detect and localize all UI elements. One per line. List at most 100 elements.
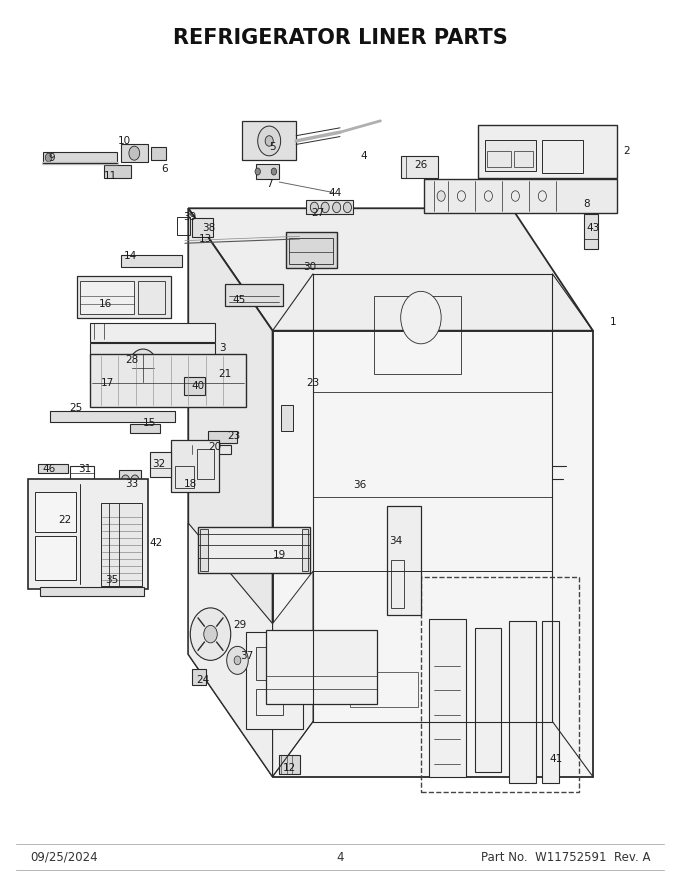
Text: 23: 23 xyxy=(227,430,240,441)
Polygon shape xyxy=(286,232,337,268)
Polygon shape xyxy=(171,440,218,493)
Circle shape xyxy=(129,146,139,160)
Bar xyxy=(301,529,308,571)
Bar xyxy=(485,140,536,171)
Bar xyxy=(177,217,190,234)
Bar xyxy=(44,152,118,163)
Bar xyxy=(80,281,134,314)
Text: 18: 18 xyxy=(184,479,197,488)
Polygon shape xyxy=(199,527,309,573)
Text: 2: 2 xyxy=(624,146,630,157)
Bar xyxy=(421,577,579,791)
Text: 28: 28 xyxy=(126,355,139,364)
Circle shape xyxy=(190,608,231,660)
Text: 38: 38 xyxy=(202,223,215,232)
Bar xyxy=(281,405,293,431)
Circle shape xyxy=(321,202,329,213)
Polygon shape xyxy=(242,121,296,160)
Bar xyxy=(509,621,536,783)
Bar xyxy=(121,255,182,267)
Text: 46: 46 xyxy=(42,464,55,473)
Bar xyxy=(256,689,283,715)
Text: 09/25/2024: 09/25/2024 xyxy=(30,851,97,863)
Circle shape xyxy=(271,168,277,175)
Text: 33: 33 xyxy=(126,479,139,488)
Polygon shape xyxy=(104,165,131,178)
Text: 25: 25 xyxy=(69,403,82,413)
Text: 34: 34 xyxy=(390,536,403,546)
Text: 32: 32 xyxy=(152,458,166,469)
Text: 7: 7 xyxy=(266,179,273,189)
Circle shape xyxy=(343,202,352,213)
Text: 44: 44 xyxy=(328,188,342,198)
Text: 31: 31 xyxy=(78,464,92,473)
Bar xyxy=(290,238,333,264)
Bar xyxy=(192,669,207,685)
Text: 12: 12 xyxy=(283,763,296,773)
Polygon shape xyxy=(306,200,354,215)
Text: 6: 6 xyxy=(161,164,168,174)
Text: 21: 21 xyxy=(219,370,232,379)
Circle shape xyxy=(255,168,260,175)
Bar xyxy=(150,452,171,477)
Bar xyxy=(390,560,404,608)
Text: 23: 23 xyxy=(307,378,320,388)
Text: 19: 19 xyxy=(273,550,286,561)
Bar xyxy=(192,218,214,237)
Circle shape xyxy=(333,202,341,213)
Bar xyxy=(50,411,175,422)
Text: 41: 41 xyxy=(549,754,562,764)
Circle shape xyxy=(234,656,241,664)
Bar xyxy=(514,151,533,167)
Text: 24: 24 xyxy=(197,676,209,686)
Text: REFRIGERATOR LINER PARTS: REFRIGERATOR LINER PARTS xyxy=(173,28,507,48)
Bar xyxy=(543,621,559,783)
Circle shape xyxy=(226,647,248,674)
Bar xyxy=(374,296,462,374)
Text: 1: 1 xyxy=(610,317,617,327)
Bar xyxy=(119,470,141,492)
Bar xyxy=(245,633,303,729)
Circle shape xyxy=(129,349,158,387)
Bar xyxy=(475,628,500,773)
Polygon shape xyxy=(188,209,593,331)
Bar xyxy=(70,466,94,480)
Bar xyxy=(209,431,237,444)
Text: Part No.  W11752591  Rev. A: Part No. W11752591 Rev. A xyxy=(481,851,650,863)
Text: 35: 35 xyxy=(105,575,119,585)
Text: 11: 11 xyxy=(104,171,118,181)
Text: 17: 17 xyxy=(101,378,114,388)
Bar xyxy=(209,360,227,378)
Polygon shape xyxy=(29,480,148,589)
Bar xyxy=(137,281,165,314)
Bar xyxy=(40,587,144,596)
Bar xyxy=(35,536,75,580)
Text: 22: 22 xyxy=(58,516,71,525)
Bar xyxy=(190,445,231,454)
Bar xyxy=(197,449,214,480)
Bar xyxy=(279,755,299,774)
Circle shape xyxy=(137,362,148,375)
Bar xyxy=(401,156,438,178)
Bar xyxy=(256,164,279,180)
Circle shape xyxy=(122,475,130,486)
Text: 29: 29 xyxy=(233,620,247,630)
Bar xyxy=(101,503,142,586)
Bar xyxy=(151,147,166,160)
Circle shape xyxy=(265,136,273,146)
Bar xyxy=(90,343,216,357)
Circle shape xyxy=(437,191,445,202)
Circle shape xyxy=(46,153,52,162)
Polygon shape xyxy=(478,125,617,178)
Bar xyxy=(90,323,216,342)
Circle shape xyxy=(214,363,222,375)
Polygon shape xyxy=(188,209,273,777)
Text: 14: 14 xyxy=(124,252,137,261)
Text: 5: 5 xyxy=(269,142,276,152)
Text: 37: 37 xyxy=(240,651,254,661)
Bar xyxy=(387,506,421,615)
Text: 8: 8 xyxy=(583,199,590,209)
Text: 43: 43 xyxy=(586,224,600,233)
Bar xyxy=(184,377,205,394)
Bar xyxy=(350,671,418,707)
